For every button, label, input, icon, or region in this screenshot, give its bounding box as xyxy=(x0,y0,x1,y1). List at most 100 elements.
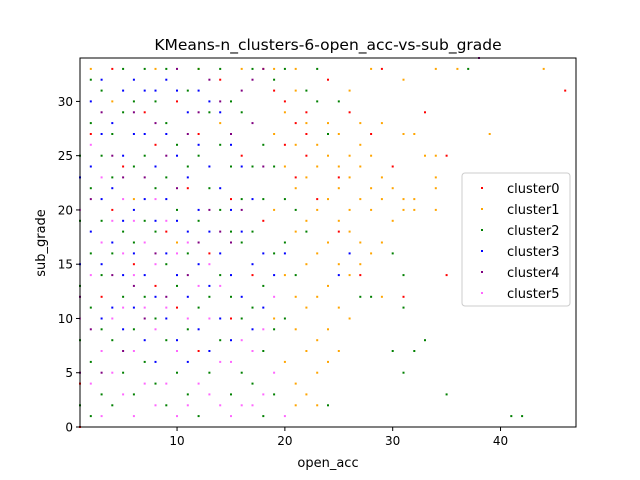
data-point xyxy=(89,133,92,135)
data-point xyxy=(219,187,222,190)
data-point xyxy=(434,187,437,190)
data-point xyxy=(370,208,373,211)
data-point xyxy=(154,198,157,201)
data-point xyxy=(230,208,232,211)
data-point xyxy=(348,176,351,179)
data-point xyxy=(154,230,157,233)
data-point xyxy=(456,67,459,70)
data-point xyxy=(143,67,146,70)
data-point xyxy=(316,295,319,298)
data-point xyxy=(122,230,125,233)
data-point xyxy=(132,198,135,201)
data-point xyxy=(111,67,114,70)
data-point xyxy=(197,67,200,70)
data-point xyxy=(337,165,340,168)
data-point xyxy=(132,133,135,135)
data-point xyxy=(564,89,567,92)
data-point xyxy=(176,143,178,146)
data-point xyxy=(240,404,243,407)
data-point xyxy=(348,317,351,320)
data-point xyxy=(402,295,405,298)
data-point xyxy=(154,328,157,331)
data-point xyxy=(262,198,265,201)
y-axis-ticks: 0 5 10 15 20 25 30 xyxy=(58,95,80,435)
data-point xyxy=(186,252,189,255)
data-point xyxy=(337,100,340,103)
data-point xyxy=(294,208,297,211)
data-point xyxy=(208,187,211,190)
data-point xyxy=(176,187,178,190)
data-point xyxy=(165,176,168,179)
data-point xyxy=(132,306,135,309)
data-point xyxy=(262,393,265,396)
data-point xyxy=(337,230,340,233)
data-point xyxy=(122,350,125,352)
data-point xyxy=(316,371,319,374)
data-point xyxy=(434,67,437,70)
data-point xyxy=(305,176,308,179)
legend-marker xyxy=(481,271,483,273)
data-point xyxy=(262,165,265,168)
data-point xyxy=(154,284,157,287)
data-point xyxy=(186,133,189,135)
data-point xyxy=(197,415,200,418)
data-point xyxy=(143,306,146,309)
data-point xyxy=(337,306,340,309)
data-point xyxy=(100,371,103,374)
data-point xyxy=(262,306,265,309)
data-point xyxy=(316,198,319,201)
data-point xyxy=(337,263,340,266)
data-point xyxy=(230,317,232,320)
data-point xyxy=(122,198,125,201)
data-point xyxy=(327,360,329,363)
data-point xyxy=(122,252,125,255)
data-point xyxy=(122,67,125,70)
data-point xyxy=(424,154,426,157)
data-point xyxy=(111,100,114,103)
data-point xyxy=(327,328,329,331)
data-point xyxy=(402,371,405,374)
data-point xyxy=(132,219,135,222)
data-point xyxy=(359,241,362,244)
data-point xyxy=(402,133,405,135)
data-point xyxy=(251,382,254,385)
data-point xyxy=(208,78,211,81)
data-point xyxy=(359,165,362,168)
data-point xyxy=(273,133,276,135)
data-point xyxy=(208,165,211,168)
data-point xyxy=(219,100,222,103)
data-point xyxy=(111,187,114,190)
data-point xyxy=(143,241,146,244)
data-point xyxy=(100,328,103,331)
data-point xyxy=(154,404,157,407)
data-point xyxy=(197,208,200,211)
data-point xyxy=(154,295,157,298)
data-point xyxy=(283,100,286,103)
data-point xyxy=(111,306,114,309)
legend-marker xyxy=(481,229,483,231)
data-point xyxy=(434,154,437,157)
chart-title: KMeans-n_clusters-6-open_acc-vs-sub_grad… xyxy=(154,36,501,55)
legend-label: cluster5 xyxy=(507,287,559,302)
data-point xyxy=(197,241,200,244)
data-point xyxy=(154,317,157,320)
data-point xyxy=(186,360,189,363)
data-point xyxy=(100,111,103,114)
data-point xyxy=(219,317,222,320)
data-point xyxy=(240,111,243,114)
data-point xyxy=(208,263,211,266)
data-point xyxy=(380,67,383,70)
data-point xyxy=(186,328,189,331)
data-point xyxy=(230,360,232,363)
data-point xyxy=(89,122,92,125)
data-point xyxy=(348,154,351,157)
x-tick-label: 10 xyxy=(169,434,184,448)
data-point xyxy=(251,67,254,70)
data-point xyxy=(219,284,222,287)
data-point xyxy=(294,274,297,277)
data-point xyxy=(413,198,416,201)
data-point xyxy=(337,219,340,222)
data-point xyxy=(359,122,362,125)
data-point xyxy=(176,89,178,92)
data-point xyxy=(122,295,125,298)
